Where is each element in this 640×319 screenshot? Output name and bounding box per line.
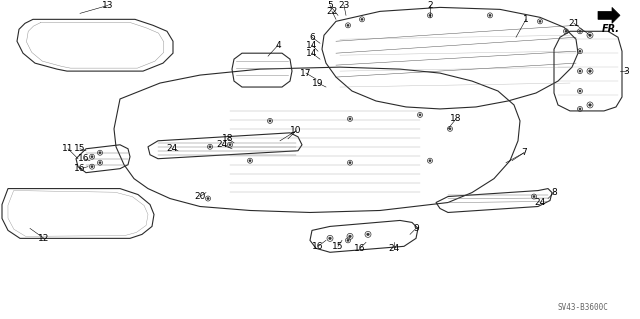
Text: 24: 24: [216, 140, 228, 149]
Circle shape: [579, 50, 581, 52]
Circle shape: [367, 233, 369, 236]
Circle shape: [533, 196, 535, 198]
Text: 15: 15: [332, 242, 344, 251]
Circle shape: [99, 162, 101, 164]
Circle shape: [579, 70, 581, 72]
Text: 14: 14: [307, 41, 317, 50]
Text: 15: 15: [74, 144, 86, 153]
Circle shape: [419, 114, 421, 116]
Circle shape: [249, 160, 251, 162]
Text: 8: 8: [551, 188, 557, 197]
Circle shape: [589, 70, 591, 72]
Text: 24: 24: [534, 198, 546, 207]
Text: 16: 16: [312, 242, 324, 251]
Text: 22: 22: [326, 7, 338, 16]
Circle shape: [449, 128, 451, 130]
Text: 9: 9: [413, 224, 419, 233]
Circle shape: [347, 24, 349, 26]
Text: FR.: FR.: [602, 24, 620, 34]
Text: 4: 4: [275, 41, 281, 50]
Text: 5: 5: [327, 1, 333, 10]
Text: 24: 24: [166, 144, 178, 153]
Circle shape: [579, 90, 581, 92]
Circle shape: [99, 152, 101, 154]
Circle shape: [539, 20, 541, 22]
Text: 16: 16: [355, 244, 365, 253]
Circle shape: [347, 239, 349, 241]
Text: 7: 7: [521, 148, 527, 157]
Circle shape: [579, 108, 581, 110]
Text: 17: 17: [300, 69, 312, 78]
Circle shape: [91, 166, 93, 168]
Polygon shape: [598, 7, 620, 23]
Circle shape: [579, 30, 581, 33]
Text: 16: 16: [78, 154, 90, 163]
Circle shape: [207, 197, 209, 200]
Text: SV43-B3600C: SV43-B3600C: [558, 303, 609, 312]
Circle shape: [489, 14, 491, 17]
Text: 18: 18: [222, 134, 234, 143]
Text: 18: 18: [451, 115, 461, 123]
Circle shape: [329, 237, 332, 240]
Text: 3: 3: [623, 67, 629, 76]
Circle shape: [361, 18, 363, 20]
Text: 6: 6: [309, 33, 315, 42]
Text: 14: 14: [307, 49, 317, 58]
Circle shape: [565, 30, 567, 33]
Text: 23: 23: [339, 1, 349, 10]
Text: 2: 2: [427, 1, 433, 10]
Circle shape: [589, 104, 591, 106]
Text: 11: 11: [62, 144, 74, 153]
Text: 16: 16: [74, 164, 86, 173]
Text: 24: 24: [388, 244, 399, 253]
Circle shape: [209, 146, 211, 148]
Text: 20: 20: [195, 192, 205, 201]
Circle shape: [349, 118, 351, 120]
Text: 1: 1: [523, 15, 529, 24]
Circle shape: [589, 34, 591, 37]
Text: 10: 10: [291, 126, 301, 135]
Text: 19: 19: [312, 78, 324, 87]
Circle shape: [349, 162, 351, 164]
Circle shape: [349, 235, 351, 238]
Text: 21: 21: [568, 19, 580, 28]
Circle shape: [429, 160, 431, 162]
Text: 12: 12: [38, 234, 50, 243]
Text: 13: 13: [102, 1, 114, 10]
Circle shape: [429, 14, 431, 17]
Circle shape: [229, 144, 231, 146]
Circle shape: [91, 156, 93, 158]
Circle shape: [269, 120, 271, 122]
